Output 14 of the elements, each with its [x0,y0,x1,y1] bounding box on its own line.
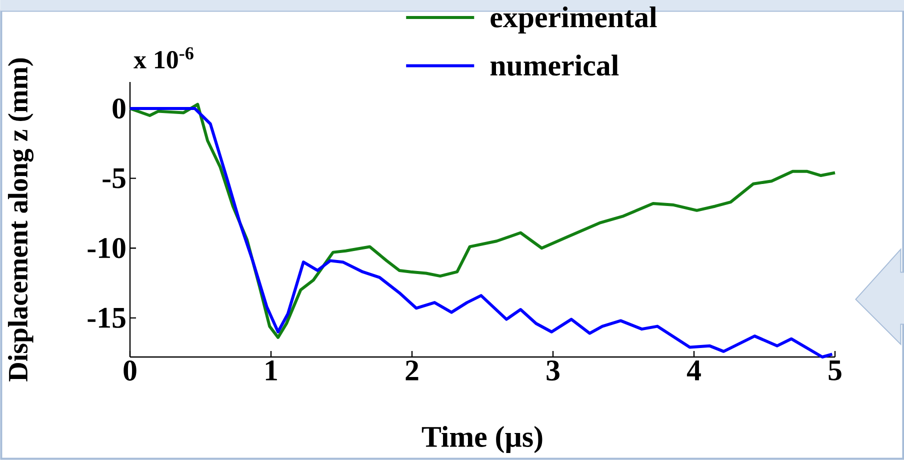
x-tick-label: 2 [406,360,418,380]
x-tick-label: 3 [546,360,560,381]
y-tick-label: -15 [88,308,126,328]
y-axis-title: Displacement along z (mm) [8,58,34,382]
x-tick-label: 4 [686,360,701,380]
x-axis-title: Time (µs) [422,426,542,454]
x-tick-label: 1 [266,360,277,380]
text: x 10$^{-6}$ [134,47,194,68]
y-tick-label: -10 [88,238,126,258]
x-tick-label: 5 [828,360,842,380]
legend-label: experimental [490,6,657,34]
y-tick-label: -5 [102,168,126,188]
y-tick-label: 0 [112,98,126,119]
legend-label: numerical [490,54,619,76]
